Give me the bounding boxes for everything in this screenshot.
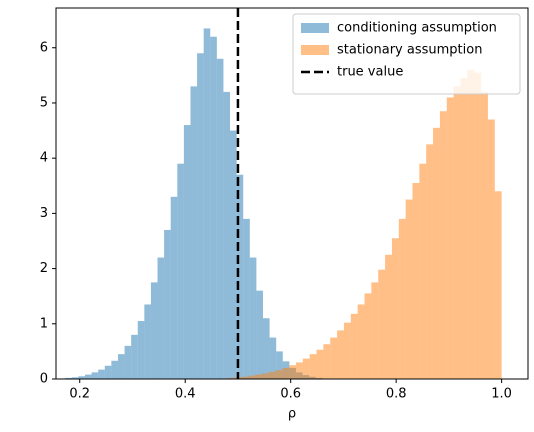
histogram-bar [256, 290, 263, 379]
legend-label: true value [337, 65, 403, 80]
histogram-bar [117, 354, 125, 379]
histogram-bar [337, 330, 344, 379]
histogram-bar [371, 282, 379, 379]
histogram-bar [282, 367, 290, 379]
histogram-bar [210, 36, 217, 379]
x-tick-label: 0.8 [386, 387, 407, 402]
histogram-bar [65, 377, 72, 379]
histogram-bar [197, 53, 204, 379]
legend-label: stationary assumption [337, 43, 482, 58]
histogram-bar [269, 337, 277, 379]
legend-box [292, 13, 521, 95]
histogram-bar [433, 127, 440, 379]
histogram-bar [230, 130, 237, 379]
histogram-bar [446, 97, 454, 379]
histogram-bar [460, 78, 468, 379]
legend: conditioning assumption stationary assump… [292, 13, 521, 95]
histogram-bar [227, 377, 235, 379]
histogram-bar [412, 183, 420, 379]
histogram-bar [247, 375, 255, 379]
histogram-bar [261, 373, 269, 379]
histogram-bar [157, 257, 165, 379]
histogram-bar [295, 362, 303, 379]
histogram-bar [85, 374, 92, 379]
histogram-bar [243, 218, 250, 379]
histogram-bar [419, 163, 427, 379]
y-tick-label: 2 [40, 261, 48, 276]
histogram-bar [378, 269, 386, 379]
x-tick-label: 0.4 [175, 387, 196, 402]
histogram-bar [426, 144, 434, 379]
histogram-bar [405, 199, 413, 379]
histogram-bar [364, 293, 372, 379]
histogram-bar [71, 377, 79, 379]
x-tick-label: 0.6 [280, 387, 301, 402]
x-tick-label: 0.2 [69, 387, 90, 402]
histogram-bar [398, 218, 406, 379]
legend-label: conditioning assumption [337, 21, 497, 36]
histogram-bar [302, 358, 310, 379]
histogram-bar [124, 345, 132, 379]
histogram-bar [323, 344, 331, 379]
y-tick-label: 0 [40, 372, 48, 387]
histogram-bar [474, 72, 482, 379]
histogram-bar [164, 229, 171, 379]
histogram-bar [236, 174, 244, 379]
histogram-bar [494, 191, 502, 379]
histogram-bar [104, 365, 112, 379]
histogram-bar [216, 58, 224, 380]
histogram-bar [144, 304, 151, 379]
histogram-bar [223, 91, 231, 380]
y-tick-label: 5 [40, 95, 48, 110]
x-axis-label: ρ [288, 407, 296, 422]
plot-frame [55, 7, 529, 380]
histogram-bar [467, 69, 475, 379]
histogram-bar [254, 374, 262, 379]
y-tick-label: 6 [40, 40, 48, 55]
histogram-bar [487, 119, 495, 379]
histogram-bar [350, 313, 358, 379]
y-tick-label: 4 [40, 151, 48, 166]
histogram-bar [183, 125, 191, 380]
histogram-bar [98, 369, 105, 379]
histogram-bar [91, 372, 99, 379]
histogram-bar [309, 354, 317, 379]
histogram-bar [78, 376, 86, 379]
y-tick-label: 3 [40, 206, 48, 221]
histogram-bar [249, 257, 257, 379]
histogram-bar [276, 351, 283, 379]
y-tick-label: 1 [40, 316, 48, 331]
histogram-bar [439, 111, 447, 379]
histogram-bar [262, 318, 270, 379]
x-tick-label: 1.0 [491, 387, 512, 402]
histogram-bar [453, 86, 461, 379]
histogram-bar [385, 254, 392, 379]
histogram-bar [481, 91, 488, 380]
histogram-bar [203, 28, 211, 379]
histogram-bar [275, 370, 283, 379]
histogram-bar [391, 238, 399, 379]
histogram-bar [357, 304, 365, 379]
histogram-bar [268, 371, 276, 379]
histogram-bar [190, 86, 198, 379]
histogram-bar [170, 196, 178, 379]
histogram-bar [150, 282, 158, 379]
histogram-bar [289, 365, 296, 379]
histogram-bar [241, 376, 248, 379]
histogram-bar [137, 321, 145, 379]
histogram-bar [330, 337, 338, 379]
legend-swatch [301, 45, 329, 55]
histogram-bar [343, 322, 351, 379]
histogram-bar [316, 349, 324, 379]
histogram-bar [131, 334, 138, 379]
histogram-bar [111, 360, 118, 379]
legend-swatch [301, 23, 329, 33]
histogram-bar [177, 163, 184, 379]
